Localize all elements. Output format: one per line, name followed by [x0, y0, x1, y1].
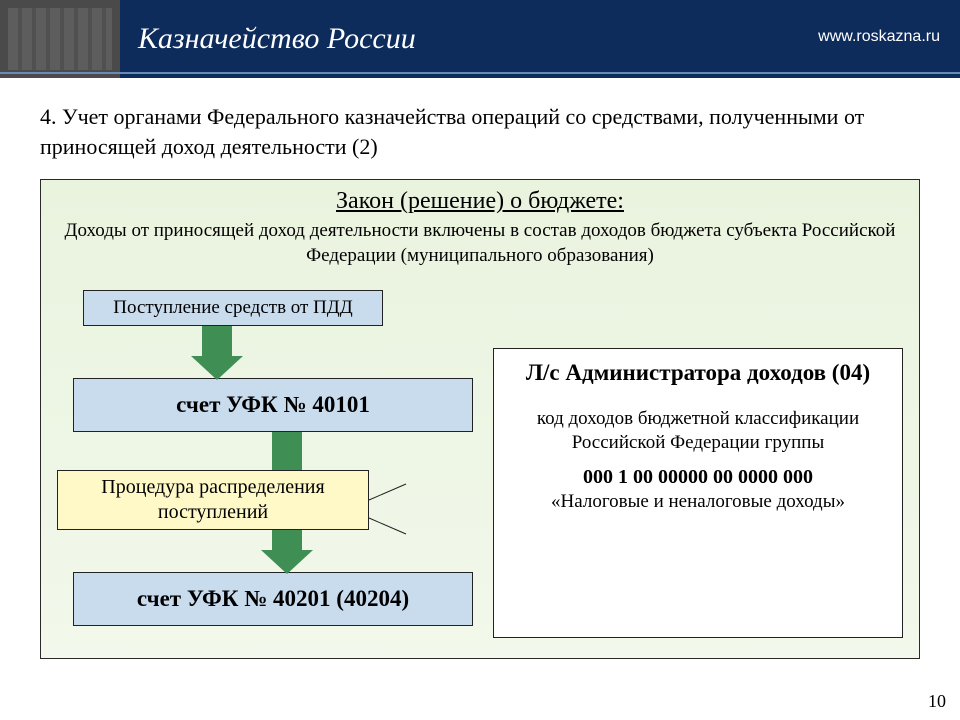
header-title: Казначейство России — [138, 22, 416, 56]
header-url: www.roskazna.ru — [818, 28, 940, 46]
law-box: Закон (решение) о бюджете: Доходы от при… — [43, 182, 917, 280]
account-40101-text: счет УФК № 40101 — [176, 392, 370, 418]
admin-code: 000 1 00 00000 00 0000 000 — [508, 466, 888, 489]
procedure-text: Процедура распределения поступлений — [68, 475, 358, 525]
building-facade-graphic — [8, 8, 112, 70]
arrow-pdd-to-40101 — [191, 326, 243, 380]
account-40201-text: счет УФК № 40201 (40204) — [137, 586, 409, 612]
header-logo — [0, 0, 120, 78]
page-number: 10 — [928, 691, 946, 712]
slide-content: 4. Учет органами Федерального казначейст… — [0, 78, 960, 659]
procedure-callout: Процедура распределения поступлений — [57, 470, 369, 530]
callout-connector — [351, 480, 471, 540]
admin-quote: «Налоговые и неналоговые доходы» — [508, 491, 888, 513]
admin-subtitle: код доходов бюджетной классификации Росс… — [508, 407, 888, 455]
diagram-outer-box: Закон (решение) о бюджете: Доходы от при… — [40, 179, 920, 659]
law-body: Доходы от приносящей доход деятельности … — [57, 219, 903, 268]
slide-title: 4. Учет органами Федерального казначейст… — [40, 102, 920, 161]
account-40101-box: счет УФК № 40101 — [73, 378, 473, 432]
pdd-text: Поступление средств от ПДД — [113, 297, 352, 319]
header-underline — [0, 72, 960, 74]
law-title: Закон (решение) о бюджете: — [57, 188, 903, 215]
account-40201-box: счет УФК № 40201 (40204) — [73, 572, 473, 626]
admin-title: Л/с Администратора доходов (04) — [508, 359, 888, 387]
pdd-source-label: Поступление средств от ПДД — [83, 290, 383, 326]
header-bar: Казначейство России www.roskazna.ru — [0, 0, 960, 78]
admin-account-box: Л/с Администратора доходов (04) код дохо… — [493, 348, 903, 638]
